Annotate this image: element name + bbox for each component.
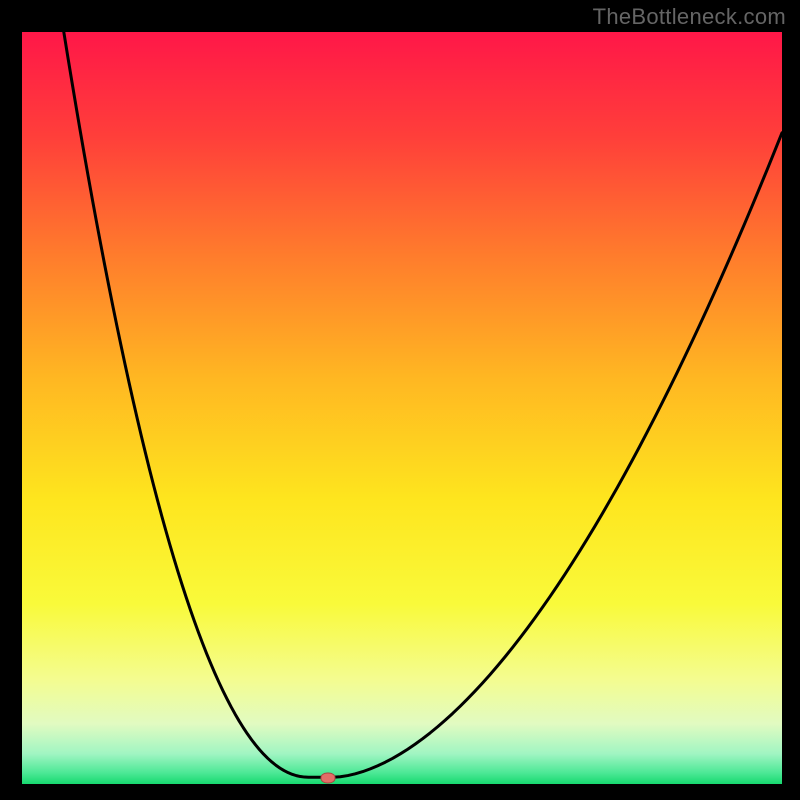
curve-path (64, 32, 782, 777)
optimum-marker (321, 772, 336, 783)
plot-area (22, 32, 782, 784)
bottleneck-curve (22, 32, 782, 784)
watermark-text: TheBottleneck.com (593, 4, 786, 30)
